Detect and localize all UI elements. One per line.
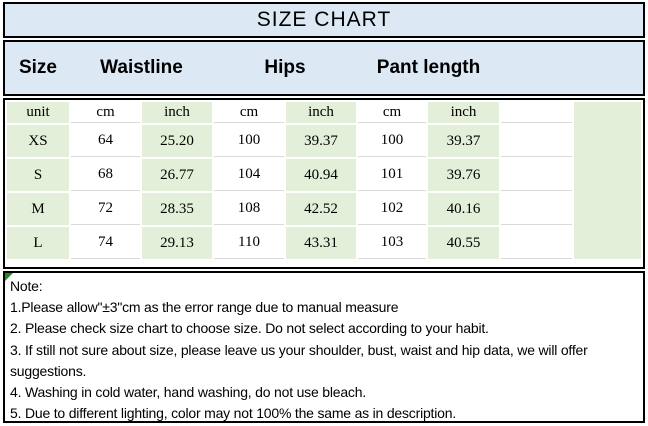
- cell-xs-hips-cm: 100: [214, 125, 284, 157]
- size-table-container: unit cm inch cm inch cm inch XS 64 25.20…: [3, 98, 645, 269]
- header-table: Size Waistline Hips Pant length: [5, 42, 643, 94]
- note-box: Note: 1.Please allow"±3"cm as the error …: [3, 271, 645, 423]
- cell-unit-label: unit: [7, 102, 69, 123]
- note-line-5: 5. Due to different lighting, color may …: [10, 405, 457, 422]
- cell-s-pant-inch: 39.76: [428, 159, 499, 191]
- cell-xs-hips-inch: 39.37: [286, 125, 356, 157]
- note-line-2: 2. Please check size chart to choose siz…: [10, 320, 489, 337]
- cell-empty: [501, 125, 572, 157]
- cell-size-m: M: [7, 193, 69, 225]
- header-pant-length: Pant length: [376, 57, 481, 78]
- cell-size-s: S: [7, 159, 69, 191]
- green-corner-marker-icon: [5, 273, 13, 281]
- cell-unit-hips-inch: inch: [286, 102, 356, 123]
- table-row-unit: unit cm inch cm inch cm inch: [7, 102, 641, 259]
- cell-empty: [501, 193, 572, 225]
- cell-m-pant-cm: 102: [358, 193, 426, 225]
- cell-s-waist-cm: 68: [71, 159, 140, 191]
- cell-m-hips-cm: 108: [214, 193, 284, 225]
- cell-l-pant-cm: 103: [358, 227, 426, 259]
- note-title: Note:: [10, 278, 43, 294]
- cell-empty: [501, 227, 572, 259]
- header-hips: Hips: [264, 57, 306, 78]
- cell-xs-waist-cm: 64: [71, 125, 140, 157]
- cell-empty: [501, 102, 572, 123]
- cell-l-waist-inch: 29.13: [142, 227, 212, 259]
- cell-empty-green-column: [574, 102, 641, 259]
- cell-s-waist-inch: 26.77: [142, 159, 212, 191]
- cell-unit-pant-inch: inch: [428, 102, 499, 123]
- cell-unit-waist-cm: cm: [71, 102, 140, 123]
- cell-size-l: L: [7, 227, 69, 259]
- size-table: unit cm inch cm inch cm inch XS 64 25.20…: [5, 100, 643, 261]
- note-line-3: 3. If still not sure about size, please …: [10, 341, 588, 358]
- cell-unit-waist-inch: inch: [142, 102, 212, 123]
- note-line-4: 4. Washing in cold water, hand washing, …: [10, 384, 367, 401]
- note-line-1: 1.Please allow"±3"cm as the error range …: [10, 299, 399, 316]
- cell-l-waist-cm: 74: [71, 227, 140, 259]
- cell-unit-pant-cm: cm: [358, 102, 426, 123]
- header-size: Size: [18, 57, 58, 78]
- cell-l-pant-inch: 40.55: [428, 227, 499, 259]
- cell-m-hips-inch: 42.52: [286, 193, 356, 225]
- cell-xs-waist-inch: 25.20: [142, 125, 212, 157]
- cell-s-pant-cm: 101: [358, 159, 426, 191]
- cell-xs-pant-cm: 100: [358, 125, 426, 157]
- column-header-bar: Size Waistline Hips Pant length: [3, 40, 645, 96]
- header-waistline: Waistline: [100, 57, 183, 78]
- title-bar: SIZE CHART: [3, 2, 645, 38]
- cell-s-hips-cm: 104: [214, 159, 284, 191]
- page-title: SIZE CHART: [256, 8, 392, 31]
- cell-empty: [501, 159, 572, 191]
- cell-m-pant-inch: 40.16: [428, 193, 499, 225]
- note-line-3-wrap: suggestions.: [10, 362, 87, 379]
- table-row-l: L 74 29.13 110 43.31 103 40.55: [7, 227, 641, 259]
- cell-xs-pant-inch: 39.37: [428, 125, 499, 157]
- header-empty: [501, 44, 641, 92]
- cell-s-hips-inch: 40.94: [286, 159, 356, 191]
- table-row-m: M 72 28.35 108 42.52 102 40.16: [7, 193, 641, 225]
- cell-l-hips-cm: 110: [214, 227, 284, 259]
- cell-m-waist-cm: 72: [71, 193, 140, 225]
- cell-l-hips-inch: 43.31: [286, 227, 356, 259]
- cell-size-xs: XS: [7, 125, 69, 157]
- table-row-s: S 68 26.77 104 40.94 101 39.76: [7, 159, 641, 191]
- table-row-xs: XS 64 25.20 100 39.37 100 39.37: [7, 125, 641, 157]
- cell-unit-hips-cm: cm: [214, 102, 284, 123]
- cell-m-waist-inch: 28.35: [142, 193, 212, 225]
